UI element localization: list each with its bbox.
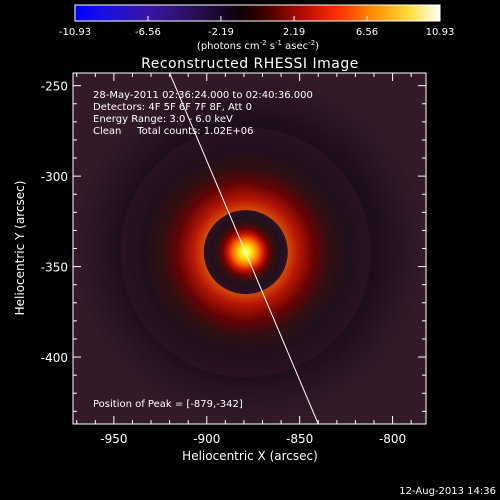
x-axis-label: Heliocentric X (arcsec) (182, 449, 318, 463)
y-axis-ticks: -250 -300 -350 -400 (41, 80, 426, 412)
x-tick-label: -800 (379, 432, 406, 446)
solar-limb-line (169, 73, 319, 424)
info-detectors: Detectors: 4F 5F 6F 7F 8F, Att 0 (93, 102, 252, 113)
colorbar-tick-label: 6.56 (356, 27, 378, 38)
y-tick-label: -300 (41, 170, 68, 184)
colorbar-tick-label: -6.56 (135, 27, 161, 38)
colorbar-tick-label: -2.19 (208, 27, 234, 38)
plot-title: Reconstructed RHESSI Image (141, 56, 359, 72)
y-tick-label: -250 (41, 80, 68, 94)
info-time-range: 28-May-2011 02:36:24.000 to 02:40:36.000 (93, 90, 313, 101)
y-axis-label: Heliocentric Y (arcsec) (13, 181, 27, 316)
info-energy-range: Energy Range: 3.0 - 6.0 keV (93, 114, 233, 125)
x-tick-label: -850 (286, 432, 313, 446)
peak-position-label: Position of Peak = [-879,-342] (93, 399, 243, 410)
observation-info: 28-May-2011 02:36:24.000 to 02:40:36.000… (93, 90, 313, 137)
footer-timestamp: 12-Aug-2013 14:36 (399, 486, 496, 497)
colorbar-tick-label: 2.19 (283, 27, 305, 38)
x-axis-ticks: -950 -900 -850 -800 (76, 73, 412, 446)
image-area (73, 73, 426, 424)
colorbar-ticks: -10.93 -6.56 -2.19 2.19 6.56 10.93 (59, 16, 454, 38)
y-tick-label: -350 (41, 261, 68, 275)
x-tick-label: -950 (100, 432, 127, 446)
colorbar-units-label: (photons cm-2 s-1 asec-2) (197, 39, 319, 52)
colorbar-tick-label: 10.93 (426, 27, 455, 38)
info-clean-counts: Clean Total counts: 1.02E+06 (93, 126, 253, 137)
y-tick-label: -400 (41, 351, 68, 365)
colorbar (74, 4, 441, 22)
x-tick-label: -900 (193, 432, 220, 446)
colorbar-tick-label: -10.93 (59, 27, 91, 38)
